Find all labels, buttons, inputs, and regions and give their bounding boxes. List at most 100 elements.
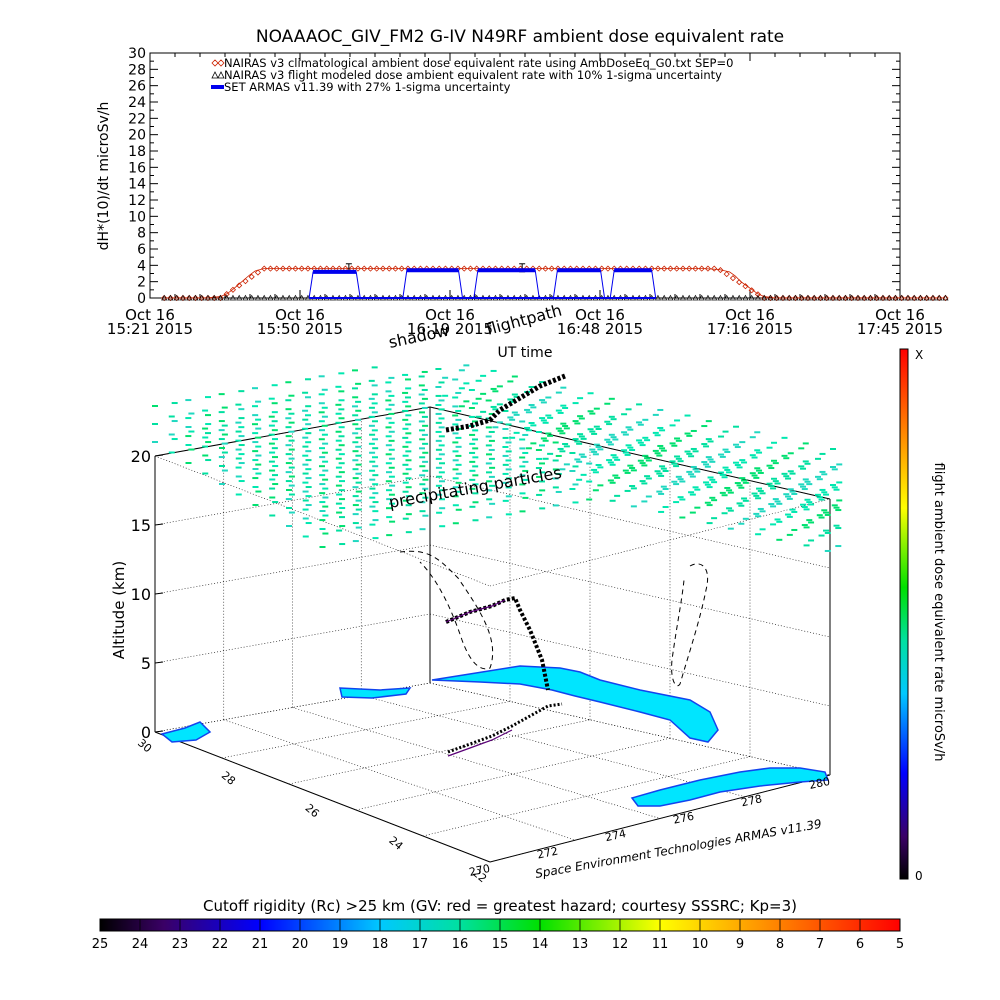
series-point-triangle <box>904 294 912 301</box>
bottom-tick-label: 16 <box>452 937 469 952</box>
series-point-triangle <box>211 294 218 301</box>
series-point-triangle <box>279 294 287 301</box>
x-tick-label-time: 15:21 2015 <box>107 320 193 338</box>
y-tick-label: 4 <box>137 258 146 274</box>
x-tick-label-date: Oct 16 <box>575 306 625 324</box>
series-point-diamond <box>754 291 762 298</box>
series-point-triangle <box>817 294 824 301</box>
series-point-triangle <box>898 294 905 301</box>
series-point-triangle <box>736 294 743 301</box>
series-point-diamond <box>292 265 299 272</box>
bottom-tick-label: 12 <box>612 937 629 952</box>
z-tick-mark <box>154 523 164 526</box>
series-armas-segment <box>308 271 361 299</box>
series-point-triangle <box>248 294 255 301</box>
chart-title: NOAAAOC_GIV_FM2 G-IV N49RF ambient dose … <box>256 27 784 47</box>
x-tick-label-time: 15:50 2015 <box>257 320 343 338</box>
series-point-diamond <box>698 265 705 272</box>
longitude-tick-label: 280 <box>808 775 831 792</box>
series-point-triangle <box>879 294 887 301</box>
series-point-diamond <box>542 265 549 272</box>
series-point-triangle <box>798 294 805 301</box>
series-point-diamond <box>398 265 405 272</box>
cuba-shape <box>630 767 830 807</box>
series-point-diamond <box>242 278 249 285</box>
series-point-diamond <box>279 265 287 272</box>
precipitating-particles <box>152 364 843 552</box>
series-point-triangle <box>236 294 243 301</box>
land-shapes <box>160 665 830 807</box>
3d-scene: flightpath shadow precipitating particle… <box>110 300 843 885</box>
x-tick-label-time: 16:19 2015 <box>407 320 493 338</box>
series-point-diamond <box>254 269 262 276</box>
y-tick-label: 12 <box>128 193 146 209</box>
series-point-diamond <box>273 265 280 272</box>
grid-line <box>429 613 831 707</box>
series-point-triangle <box>667 294 674 301</box>
bottom-tick-label: 18 <box>372 937 389 952</box>
series-armas-segment <box>609 269 657 299</box>
legend-label: NAIRAS v3 climatological ambient dose eq… <box>224 56 733 70</box>
series-armas-segment <box>402 269 463 299</box>
series-point-triangle <box>792 294 799 301</box>
series-point-triangle <box>654 294 662 301</box>
series-point-triangle <box>773 294 780 301</box>
x-tick-label-date: Oct 16 <box>275 306 325 324</box>
series-point-triangle <box>292 294 299 301</box>
bottom-tick-label: 14 <box>532 937 549 952</box>
flight-path-high <box>445 373 566 433</box>
latitude-tick-label: 24 <box>386 834 405 853</box>
series-point-diamond <box>248 273 255 280</box>
series-point-diamond <box>386 265 393 272</box>
series-point-diamond <box>298 265 305 272</box>
series-point-triangle <box>804 294 812 301</box>
series-point-triangle <box>786 294 793 301</box>
series-layer <box>161 263 949 302</box>
series-point-triangle <box>854 294 862 301</box>
z-ticks: 0 5 10 15 20 <box>131 447 164 742</box>
colorbar-top-label: X <box>915 348 923 362</box>
y-tick-label: 14 <box>128 177 146 193</box>
floor-grid-line <box>429 682 831 776</box>
bottom-colorbar-title: Cutoff rigidity (Rc) >25 km (GV: red = g… <box>203 897 797 915</box>
series-point-diamond <box>711 265 718 272</box>
series-point-diamond <box>361 265 368 272</box>
series-point-triangle <box>867 294 874 301</box>
series-point-triangle <box>267 294 274 301</box>
series-armas-segment <box>473 269 540 299</box>
series-point-diamond <box>267 265 274 272</box>
series-point-triangle <box>161 294 168 301</box>
x-tick-label-date: Oct 16 <box>875 306 925 324</box>
colorbar-bottom-label: 0 <box>915 869 923 883</box>
series-point-triangle <box>873 294 880 301</box>
bottom-tick-label: 23 <box>172 937 189 952</box>
longitude-tick-label: 278 <box>740 792 763 809</box>
series-point-triangle <box>936 294 943 301</box>
series-point-triangle <box>167 294 174 301</box>
bottom-tick-label: 6 <box>856 937 864 952</box>
series-point-triangle <box>179 294 187 301</box>
gulf-coast-shape <box>339 687 412 699</box>
bottom-tick-label: 21 <box>252 937 269 952</box>
bottom-tick-label: 25 <box>92 937 109 952</box>
flightpath-label: flightpath <box>484 300 564 338</box>
longitude-tick-label: 274 <box>604 827 627 844</box>
series-point-diamond <box>736 279 743 286</box>
bottom-tick-label: 20 <box>292 937 309 952</box>
series-point-diamond <box>748 287 755 294</box>
bottom-tick-label: 22 <box>212 937 229 952</box>
y-tick-label: 18 <box>128 144 146 160</box>
longitude-tick-label: 272 <box>536 844 559 861</box>
bottom-tick-label: 15 <box>492 937 509 952</box>
y-tick-label: 20 <box>128 128 146 144</box>
x-axis-label: UT time <box>498 345 553 361</box>
floor-edge <box>154 731 491 863</box>
z-tick-mark <box>154 661 164 664</box>
series-point-diamond <box>286 265 293 272</box>
bottom-colorbar-ticks: 25 24 23 22 21 20 19 18 17 16 15 14 13 12 11 10 9 8 7 6 5 <box>92 919 904 952</box>
z-tick-mark <box>154 730 164 733</box>
series-point-diamond <box>548 265 555 272</box>
series-point-triangle <box>711 294 718 301</box>
bottom-tick-label: 19 <box>332 937 349 952</box>
